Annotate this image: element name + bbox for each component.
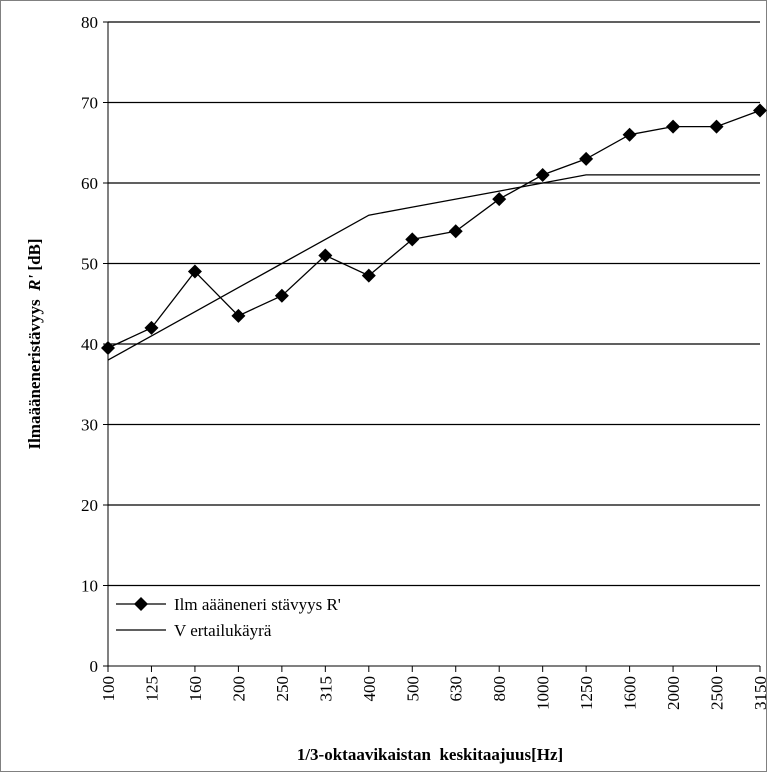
data-point	[709, 119, 724, 134]
x-tick-label: 160	[186, 676, 205, 702]
y-tick-label: 60	[81, 174, 98, 193]
x-tick-label: 1250	[577, 676, 596, 710]
y-tick-label: 40	[81, 335, 98, 354]
data-point	[492, 192, 507, 207]
x-tick-label: 200	[229, 676, 248, 702]
data-point	[101, 341, 115, 356]
data-point	[448, 224, 463, 239]
x-tick-label: 125	[142, 676, 161, 702]
series-group	[101, 103, 767, 361]
x-tick-label: 400	[360, 676, 379, 702]
y-axis-title: Ilmaääneneristävyys R' [dB]	[25, 238, 44, 449]
x-tick-label: 500	[403, 676, 422, 702]
data-point	[187, 264, 202, 279]
x-tick-label: 100	[99, 676, 118, 702]
series-line-1	[107, 109, 761, 349]
x-tick-label: 250	[273, 676, 292, 702]
data-point	[579, 151, 594, 166]
y-axis-title-symbol: R'	[25, 275, 44, 292]
y-tick-label: 50	[81, 255, 98, 274]
gridlines	[108, 21, 760, 587]
legend-label-series-2: V ertailukäyrä	[174, 621, 272, 640]
x-ticks: 100 125 160 200 250 315 400 500 630 800 1000 1250 16…	[99, 666, 767, 710]
x-tick-label: 630	[447, 676, 466, 702]
x-tick-label: 2500	[708, 676, 727, 710]
x-tick-label: 1000	[534, 676, 553, 710]
data-point	[274, 288, 289, 303]
data-point	[753, 103, 767, 118]
y-axis-title-prefix: Ilmaääneneristävyys	[25, 291, 44, 450]
y-tick-label: 70	[81, 94, 98, 113]
data-point	[666, 119, 681, 134]
data-point	[622, 127, 637, 142]
data-point	[318, 248, 333, 263]
series-line-2	[107, 174, 760, 361]
y-tick-label: 80	[81, 13, 98, 32]
y-axis-title-suffix: [dB]	[25, 238, 44, 274]
y-tick-label: 10	[81, 577, 98, 596]
x-tick-label: 2000	[664, 676, 683, 710]
data-point	[231, 308, 246, 323]
x-tick-label: 3150	[751, 676, 767, 710]
y-ticks: 0 10 20 30 40 50 60 70 80	[81, 13, 108, 676]
data-point	[535, 167, 550, 182]
y-tick-label: 20	[81, 496, 98, 515]
x-tick-label: 315	[316, 676, 335, 702]
x-axis-title: 1/3-oktaavikaistan keskitaajuus[Hz]	[297, 745, 563, 764]
y-tick-label: 30	[81, 416, 98, 435]
x-tick-label: 1600	[621, 676, 640, 710]
legend-marker-series-1	[134, 597, 148, 611]
y-tick-label: 0	[90, 657, 99, 676]
data-point	[405, 232, 420, 247]
x-tick-label: 800	[490, 676, 509, 702]
data-point	[361, 268, 376, 283]
data-point	[144, 320, 159, 335]
legend-label-series-1: Ilm aääneneri stävyys R'	[174, 595, 341, 614]
legend: Ilm aääneneri stävyys R' V ertailukäyrä	[116, 595, 341, 640]
